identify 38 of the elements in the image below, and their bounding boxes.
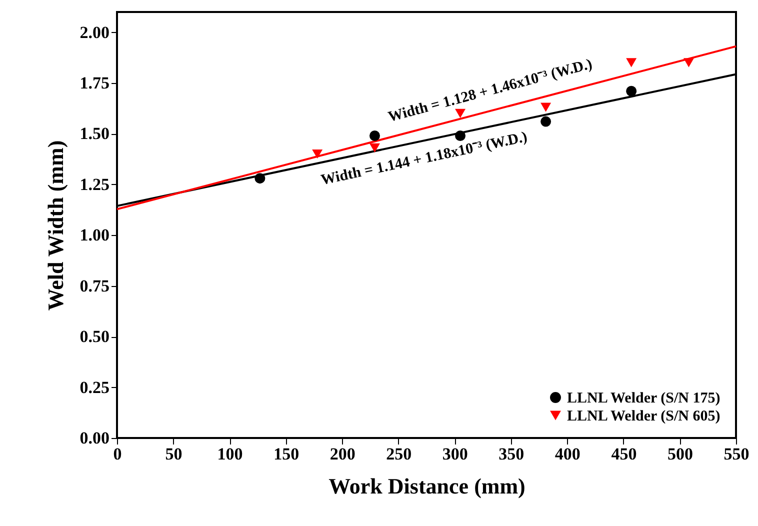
point <box>254 173 266 184</box>
x-tick-label: 100 <box>217 444 243 464</box>
y-tick-label: 1.00 <box>80 226 110 245</box>
y-tick-label: 0.00 <box>80 428 110 448</box>
x-tick-label: 400 <box>554 444 580 464</box>
point <box>369 143 380 152</box>
annotation: Width = 1.144 + 1.18x10⁻³ (W.D.) <box>320 129 529 189</box>
x-axis-title: Work Distance (mm) <box>328 474 526 498</box>
point <box>540 116 552 127</box>
x-tick-label: 450 <box>611 444 637 464</box>
y-tick-label: 0.25 <box>80 378 110 397</box>
y-tick-label: 1.50 <box>80 124 110 144</box>
x-tick-label: 0 <box>113 444 122 464</box>
legend-label: LLNL Welder (S/N 175) <box>567 390 720 406</box>
point <box>626 58 637 68</box>
x-tick-label: 150 <box>274 444 300 464</box>
point <box>455 130 466 141</box>
y-tick-label: 1.25 <box>80 174 110 194</box>
x-tick-label: 350 <box>498 444 524 464</box>
point <box>540 102 552 112</box>
annotation: Width = 1.128 + 1.46x10⁻³ (W.D.) <box>386 56 594 126</box>
point <box>312 149 323 159</box>
y-tick-label: 0.75 <box>80 276 110 296</box>
x-tick-label: 550 <box>724 444 750 464</box>
point <box>369 130 380 141</box>
x-tick-label: 300 <box>442 444 468 464</box>
y-tick-label: 0.50 <box>80 327 110 346</box>
point <box>683 58 694 68</box>
point <box>455 108 466 118</box>
y-axis-title: Weld Width (mm) <box>42 140 68 311</box>
y-tick-label: 2.00 <box>80 22 110 42</box>
legend-label: LLNL Welder (S/N 605) <box>567 408 720 424</box>
x-tick-label: 200 <box>330 444 356 464</box>
y-tick-label: 1.75 <box>80 74 110 92</box>
x-tick-label: 50 <box>165 444 182 464</box>
point <box>626 86 637 96</box>
x-tick-label: 250 <box>386 444 412 464</box>
x-tick-label: 500 <box>667 444 693 464</box>
